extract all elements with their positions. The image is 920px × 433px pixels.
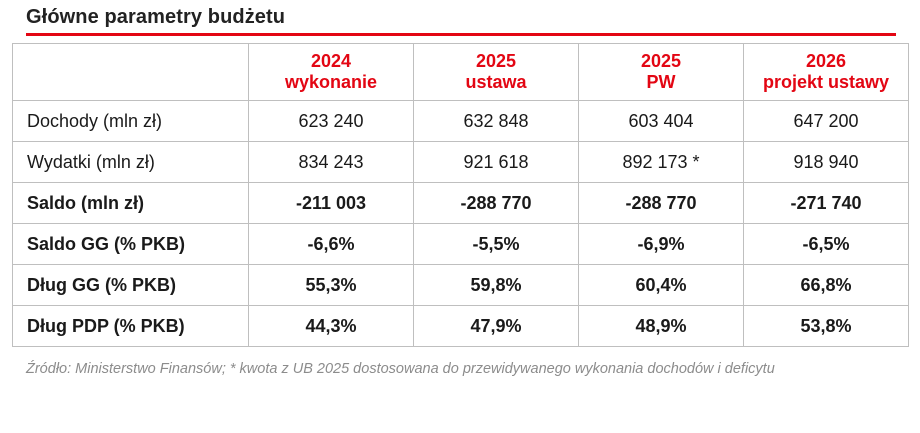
header-empty-cell	[12, 43, 249, 101]
table-row: Wydatki (mln zł) 834 243 921 618 892 173…	[12, 141, 909, 183]
table-cell: -6,5%	[743, 223, 909, 265]
table-row: Dług PDP (% PKB) 44,3% 47,9% 48,9% 53,8%	[12, 305, 909, 347]
header-year: 2024	[310, 51, 352, 71]
table-cell: 647 200	[743, 100, 909, 142]
page-title: Główne parametry budżetu	[26, 6, 286, 28]
row-label: Saldo (mln zł)	[12, 182, 249, 224]
table-cell: 632 848	[413, 100, 579, 142]
table-cell: 53,8%	[743, 305, 909, 347]
table-cell: 60,4%	[578, 264, 744, 306]
table-row: Dług GG (% PKB) 55,3% 59,8% 60,4% 66,8%	[12, 264, 909, 306]
table-cell: -271 740	[743, 182, 909, 224]
row-label: Saldo GG (% PKB)	[12, 223, 249, 265]
table-cell: 47,9%	[413, 305, 579, 347]
header-subtitle: PW	[646, 72, 676, 92]
table-cell: 603 404	[578, 100, 744, 142]
table-cell: 918 940	[743, 141, 909, 183]
table-cell: 623 240	[248, 100, 414, 142]
header-cell: 2024 wykonanie	[248, 43, 414, 101]
budget-table: 2024 wykonanie 2025 ustawa 2025 PW 2026 …	[12, 43, 909, 347]
table-cell: -211 003	[248, 182, 414, 224]
table-cell: -288 770	[578, 182, 744, 224]
table-row: Saldo (mln zł) -211 003 -288 770 -288 77…	[12, 182, 909, 224]
table-row: Saldo GG (% PKB) -6,6% -5,5% -6,9% -6,5%	[12, 223, 909, 265]
table-header-row: 2024 wykonanie 2025 ustawa 2025 PW 2026 …	[12, 43, 909, 101]
table-cell: 59,8%	[413, 264, 579, 306]
table-cell: 55,3%	[248, 264, 414, 306]
table-cell: -6,6%	[248, 223, 414, 265]
table-row: Dochody (mln zł) 623 240 632 848 603 404…	[12, 100, 909, 142]
row-label: Wydatki (mln zł)	[12, 141, 249, 183]
header-cell: 2026 projekt ustawy	[743, 43, 909, 101]
table-cell: 66,8%	[743, 264, 909, 306]
row-label: Dochody (mln zł)	[12, 100, 249, 142]
row-label: Dług GG (% PKB)	[12, 264, 249, 306]
table-cell: 44,3%	[248, 305, 414, 347]
header-subtitle: wykonanie	[284, 72, 378, 92]
header-subtitle: ustawa	[465, 72, 527, 92]
header-year: 2026	[805, 51, 847, 71]
table-cell: 921 618	[413, 141, 579, 183]
table-cell: -5,5%	[413, 223, 579, 265]
header-year: 2025	[640, 51, 682, 71]
source-note: Źródło: Ministerstwo Finansów; * kwota z…	[26, 361, 775, 377]
header-subtitle: projekt ustawy	[762, 72, 890, 92]
table-cell: 834 243	[248, 141, 414, 183]
table-cell: 892 173 *	[578, 141, 744, 183]
table-cell: 48,9%	[578, 305, 744, 347]
table-cell: -288 770	[413, 182, 579, 224]
row-label: Dług PDP (% PKB)	[12, 305, 249, 347]
title-underline	[26, 33, 896, 36]
table-cell: -6,9%	[578, 223, 744, 265]
header-cell: 2025 PW	[578, 43, 744, 101]
header-cell: 2025 ustawa	[413, 43, 579, 101]
header-year: 2025	[475, 51, 517, 71]
